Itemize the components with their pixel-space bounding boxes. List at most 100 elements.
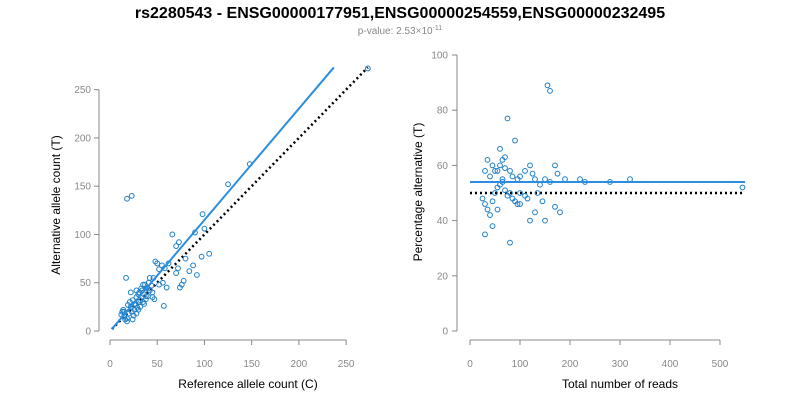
x-tick-label: 400 <box>662 359 679 370</box>
data-point <box>627 176 633 183</box>
data-point <box>206 250 213 257</box>
data-point <box>482 201 488 207</box>
data-point <box>497 145 503 152</box>
y-tick-label: 60 <box>437 161 449 172</box>
data-point <box>193 272 200 278</box>
data-point <box>554 170 561 177</box>
data-point <box>524 195 531 202</box>
data-point <box>529 170 536 177</box>
data-point <box>489 198 496 205</box>
data-point <box>552 203 558 210</box>
pvalue-text: p-value: 2.53×10 <box>358 26 433 37</box>
x-tick-label: 50 <box>152 359 164 370</box>
data-point <box>124 315 130 322</box>
pvalue-exponent: -11 <box>433 25 443 32</box>
data-point <box>128 192 135 199</box>
data-point <box>160 303 167 309</box>
y-tick-label: 50 <box>80 278 92 289</box>
data-point <box>180 277 187 284</box>
chart-title: rs2280543 - ENSG00000177951,ENSG00000254… <box>135 5 665 22</box>
data-point <box>484 156 491 163</box>
y-tick-label: 20 <box>437 271 449 282</box>
data-point <box>159 279 166 286</box>
y-axis-title: Alternative allele count (T) <box>49 135 63 274</box>
data-point <box>739 184 746 191</box>
data-point <box>489 223 496 230</box>
data-point <box>201 225 208 232</box>
data-point <box>487 212 493 218</box>
data-point <box>512 137 518 144</box>
data-point <box>492 190 498 196</box>
x-tick-label: 250 <box>338 359 355 370</box>
data-point <box>489 162 496 169</box>
y-tick-label: 200 <box>74 133 91 144</box>
data-point <box>135 306 142 313</box>
data-point <box>169 231 176 238</box>
x-tick-label: 150 <box>243 359 260 370</box>
data-point <box>552 162 558 169</box>
data-point <box>544 82 551 89</box>
data-point <box>542 217 548 224</box>
x-tick-label: 0 <box>107 359 113 370</box>
data-point <box>133 287 140 294</box>
x-tick-label: 200 <box>291 359 308 370</box>
data-point <box>479 195 486 202</box>
data-point <box>497 162 503 169</box>
fit-line <box>111 66 335 330</box>
data-point <box>502 154 508 161</box>
data-point <box>557 209 563 216</box>
data-point <box>123 275 129 281</box>
data-point <box>364 65 371 72</box>
x-tick-label: 0 <box>467 359 473 370</box>
data-point <box>507 239 513 246</box>
data-point <box>532 209 538 216</box>
data-point <box>517 190 523 196</box>
x-tick-label: 500 <box>712 359 729 370</box>
data-point <box>517 173 523 180</box>
x-tick-label: 300 <box>612 359 629 370</box>
y-tick-label: 100 <box>431 51 448 62</box>
data-point <box>537 181 543 188</box>
data-point <box>562 176 568 183</box>
data-point <box>482 231 488 238</box>
data-point <box>124 318 130 325</box>
data-point <box>176 284 183 291</box>
data-point <box>141 301 147 307</box>
data-point <box>127 289 134 296</box>
data-point <box>124 195 130 202</box>
data-point <box>142 293 149 300</box>
allele-count-panel: 0 50 100 150 200 250 0 50 100 150 200 250 Reference … <box>49 65 371 391</box>
chart-subtitle: p-value: 2.53×10-11 <box>358 25 442 37</box>
data-point <box>186 268 193 275</box>
data-point <box>534 190 541 196</box>
data-point <box>509 173 516 180</box>
x-tick-label: 200 <box>562 359 579 370</box>
data-point <box>487 173 493 180</box>
data-point <box>225 181 231 188</box>
data-point <box>190 262 197 269</box>
data-point <box>547 87 553 94</box>
x-axis-title: Reference allele count (C) <box>178 377 317 391</box>
data-point <box>504 115 511 122</box>
data-point <box>129 316 136 323</box>
data-point <box>482 168 488 174</box>
y-tick-label: 150 <box>74 182 91 193</box>
data-point <box>532 176 538 183</box>
x-axis-title: Total number of reads <box>562 377 678 391</box>
x-tick-label: 100 <box>512 359 529 370</box>
data-point <box>140 281 146 288</box>
data-point <box>492 168 498 174</box>
data-point <box>507 168 513 174</box>
data-point <box>175 265 181 272</box>
data-point <box>154 260 161 267</box>
percentage-panel: 0 100 200 300 400 500 0 20 40 60 80 100 Total number… <box>411 51 746 391</box>
y-tick-label: 80 <box>437 106 449 117</box>
y-tick-label: 250 <box>74 85 91 96</box>
data-point <box>176 239 182 246</box>
data-point <box>149 289 156 296</box>
data-point <box>199 211 206 218</box>
data-point <box>522 168 528 174</box>
data-point <box>507 190 513 196</box>
data-point <box>527 217 533 224</box>
